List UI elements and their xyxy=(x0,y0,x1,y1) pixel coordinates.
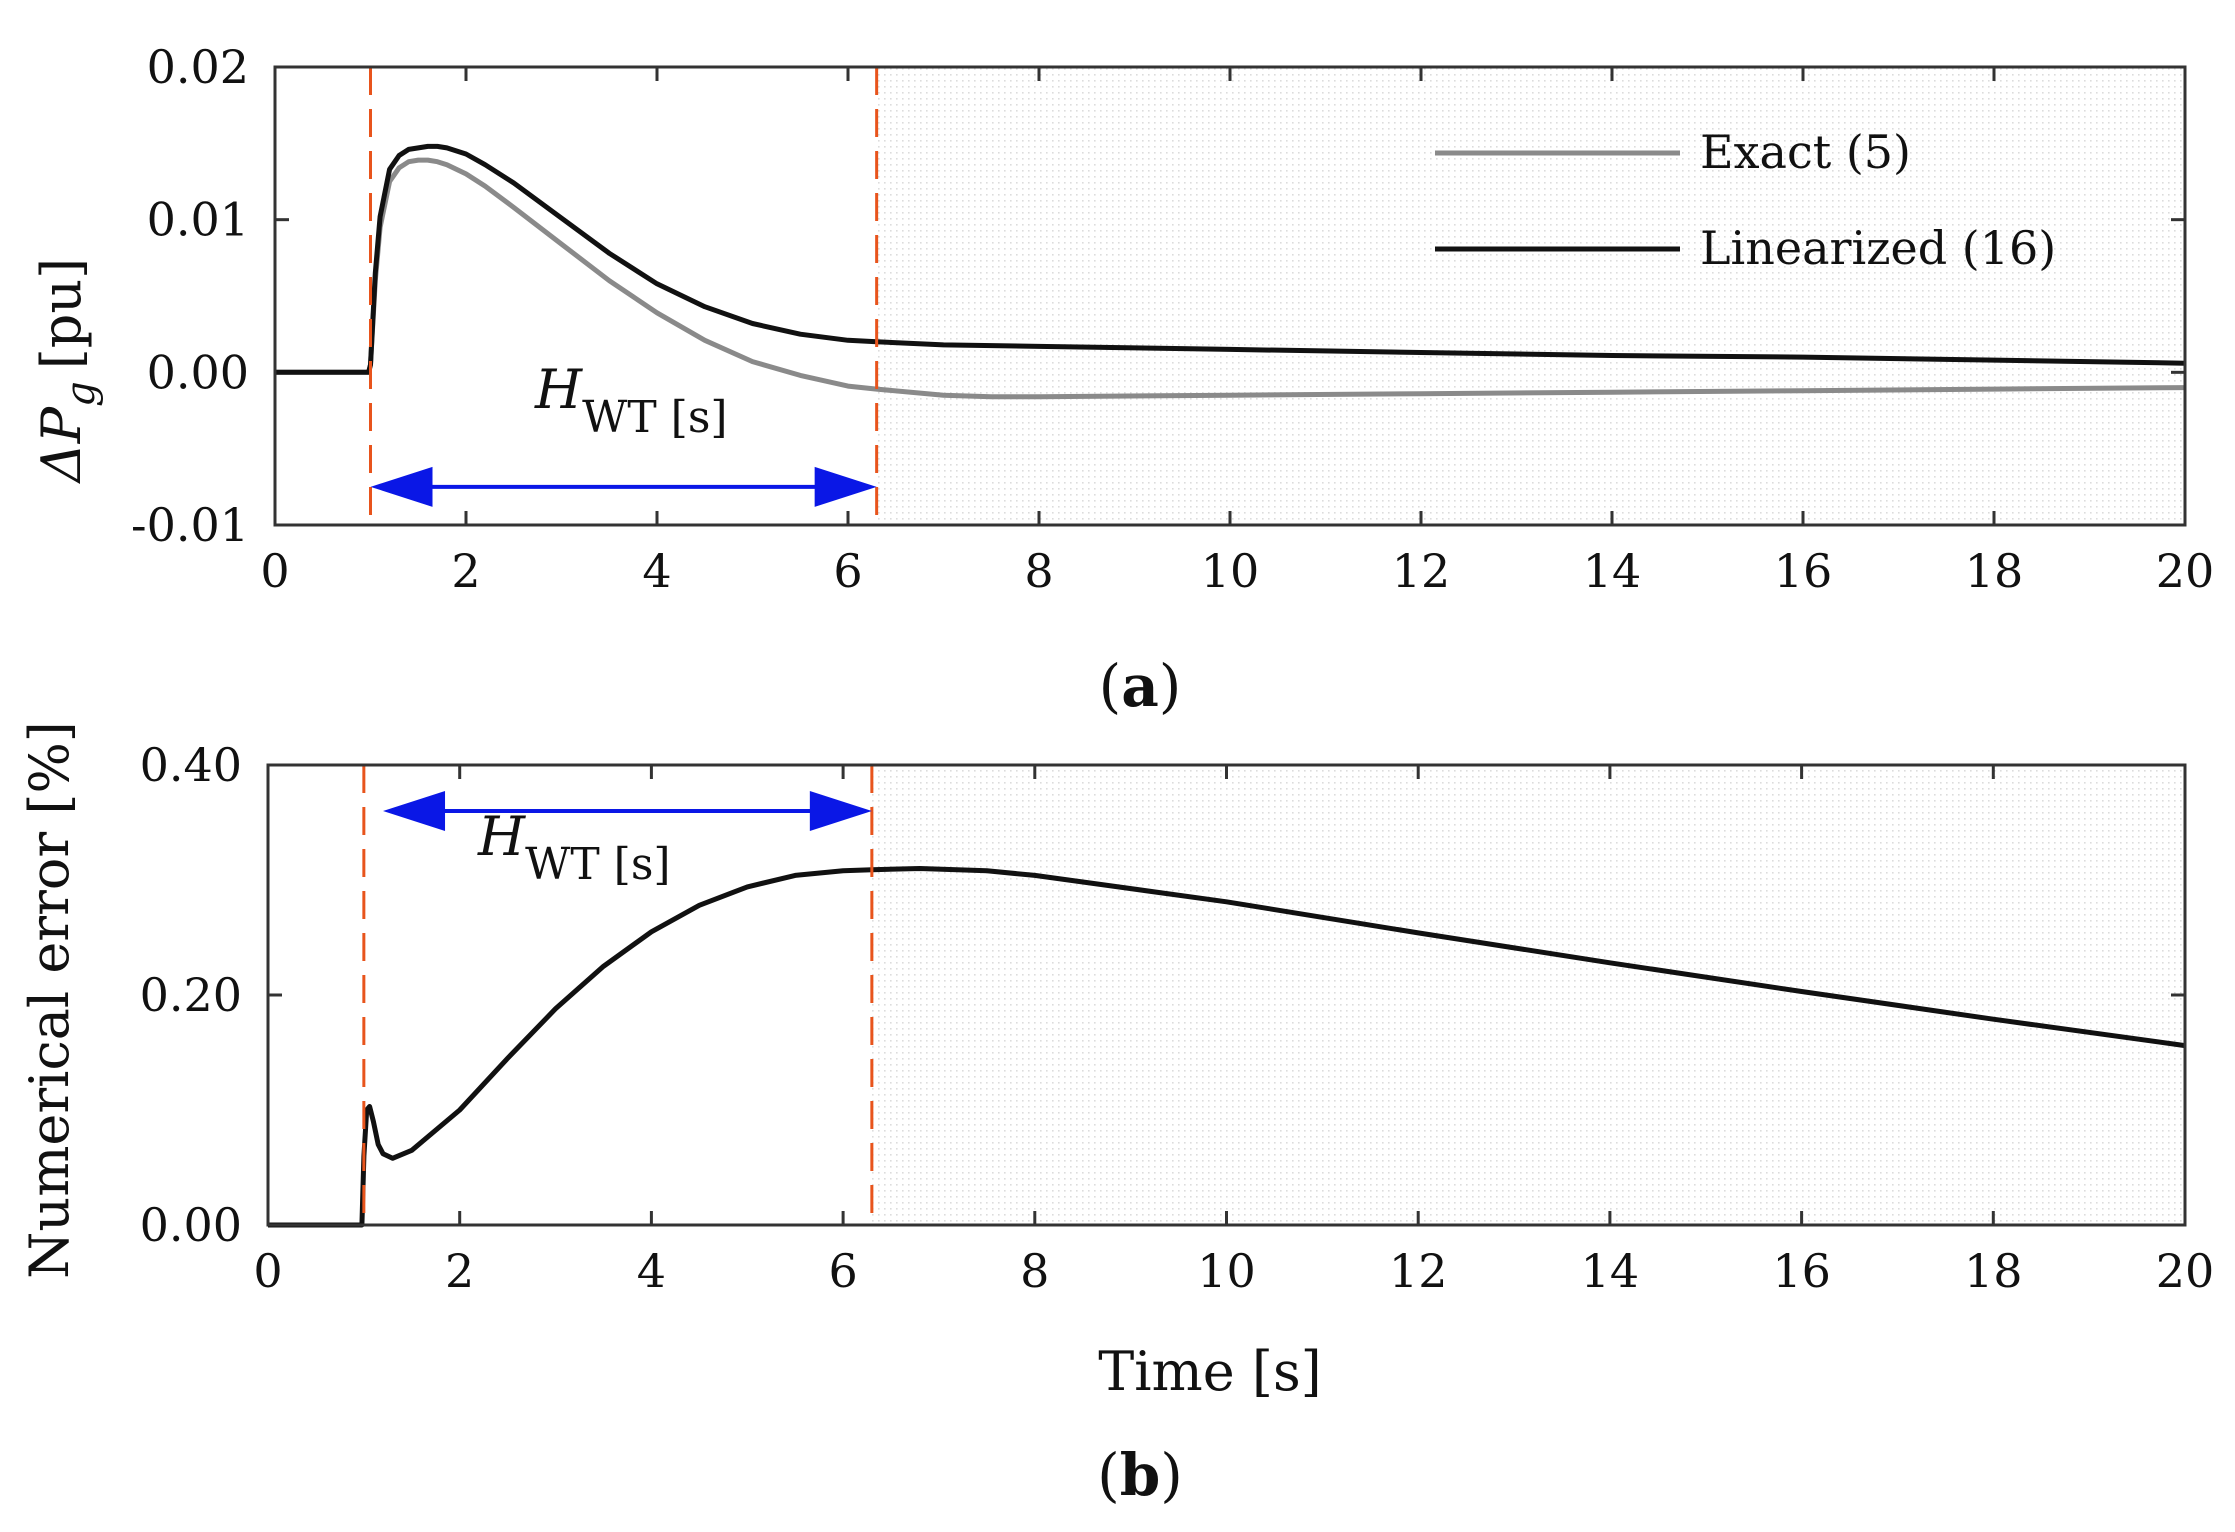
arrow-head-right xyxy=(814,466,877,507)
x-tick-label: 8 xyxy=(1020,1244,1049,1298)
panel-a-markers xyxy=(369,67,879,525)
panel-a-shaded-region xyxy=(876,67,2185,525)
legend-label-exact: Exact (5) xyxy=(1700,125,1911,179)
x-tick-label: 14 xyxy=(1581,1244,1640,1298)
x-tick-label: 14 xyxy=(1583,544,1642,598)
panel-b-tick-labels: 0 2 4 6 8 10 12 14 16 18 20 0.00 0.20 0.40 xyxy=(140,738,2215,1298)
chart-panel-b: 0 2 4 6 8 10 12 14 16 18 20 0.00 0.20 0.40 Numerical … xyxy=(18,721,2214,1509)
x-tick-label: 2 xyxy=(445,1244,474,1298)
x-tick-label: 0 xyxy=(253,1244,282,1298)
x-tick-label: 2 xyxy=(451,544,480,598)
series-line-1 xyxy=(275,157,2186,400)
y-tick-label: 0.40 xyxy=(140,738,242,792)
x-tick-label: 18 xyxy=(1964,1244,2023,1298)
x-tick-label: 6 xyxy=(828,1244,857,1298)
series-line-1 xyxy=(268,866,2186,1228)
panel-a-series xyxy=(275,143,2186,400)
ylabel-unit: [pu] xyxy=(30,258,93,369)
x-tick-label: 12 xyxy=(1389,1244,1448,1298)
x-tick-label: 18 xyxy=(1965,544,2024,598)
panel-b-xlabel: Time [s] xyxy=(1098,1340,1321,1403)
panel-a-caption: (a) xyxy=(1099,652,1182,720)
y-tick-label: 0.20 xyxy=(140,968,242,1022)
panel-b-annotation: HWT [s] xyxy=(477,805,671,890)
x-tick-label: 6 xyxy=(833,544,862,598)
panel-a-duration-arrow xyxy=(370,466,877,507)
panel-b-markers xyxy=(362,765,874,1225)
panel-b-duration-arrow xyxy=(383,791,872,831)
panel-a-tick-labels: 0 2 4 6 8 10 12 14 16 18 20 -0.01 0.00 0.01 0.02 xyxy=(131,40,2214,598)
annotation-subscript: WT [s] xyxy=(582,392,727,443)
panel-b-ylabel: Numerical error [%] xyxy=(18,721,81,1279)
y-tick-label: -0.01 xyxy=(131,498,249,552)
x-tick-label: 20 xyxy=(2156,1244,2215,1298)
panel-b-shaded-region xyxy=(871,765,2185,1225)
y-tick-label: 0.01 xyxy=(147,193,249,247)
panel-b-caption: (b) xyxy=(1097,1441,1183,1509)
panel-b-frame xyxy=(266,763,2187,1227)
ylabel-symbol: ΔP xyxy=(30,405,93,484)
y-tick-label: 0.00 xyxy=(147,345,249,399)
x-tick-label: 4 xyxy=(637,1244,666,1298)
series-line-2 xyxy=(275,143,2186,375)
x-tick-label: 16 xyxy=(1772,1244,1831,1298)
y-tick-label: 0.00 xyxy=(140,1198,242,1252)
panel-a-frame xyxy=(273,65,2187,527)
arrow-head-left xyxy=(383,791,446,831)
x-tick-label: 10 xyxy=(1197,1244,1256,1298)
arrow-head-right xyxy=(809,791,872,831)
panel-a-ylabel: ΔPg [pu] xyxy=(30,258,104,484)
y-tick-label: 0.02 xyxy=(147,40,249,94)
x-tick-label: 20 xyxy=(2156,544,2215,598)
x-tick-label: 16 xyxy=(1774,544,1833,598)
arrow-head-left xyxy=(370,466,433,507)
ylabel-subscript: g xyxy=(58,381,104,407)
x-tick-label: 10 xyxy=(1201,544,1260,598)
x-tick-label: 0 xyxy=(260,544,289,598)
chart-panel-a: 0 2 4 6 8 10 12 14 16 18 20 -0.01 0.00 0.01 0.02 ΔPg [p… xyxy=(30,40,2214,720)
x-tick-label: 8 xyxy=(1024,544,1053,598)
annotation-symbol: H xyxy=(534,358,583,421)
panel-a-annotation: HWT [s] xyxy=(534,358,728,443)
x-tick-label: 12 xyxy=(1392,544,1451,598)
panel-a-legend: Exact (5) Linearized (16) xyxy=(1435,125,2056,275)
annotation-symbol: H xyxy=(477,805,526,868)
panel-b-series xyxy=(268,866,2186,1228)
legend-label-linearized: Linearized (16) xyxy=(1700,221,2056,275)
x-tick-label: 4 xyxy=(642,544,671,598)
annotation-subscript: WT [s] xyxy=(525,839,670,890)
